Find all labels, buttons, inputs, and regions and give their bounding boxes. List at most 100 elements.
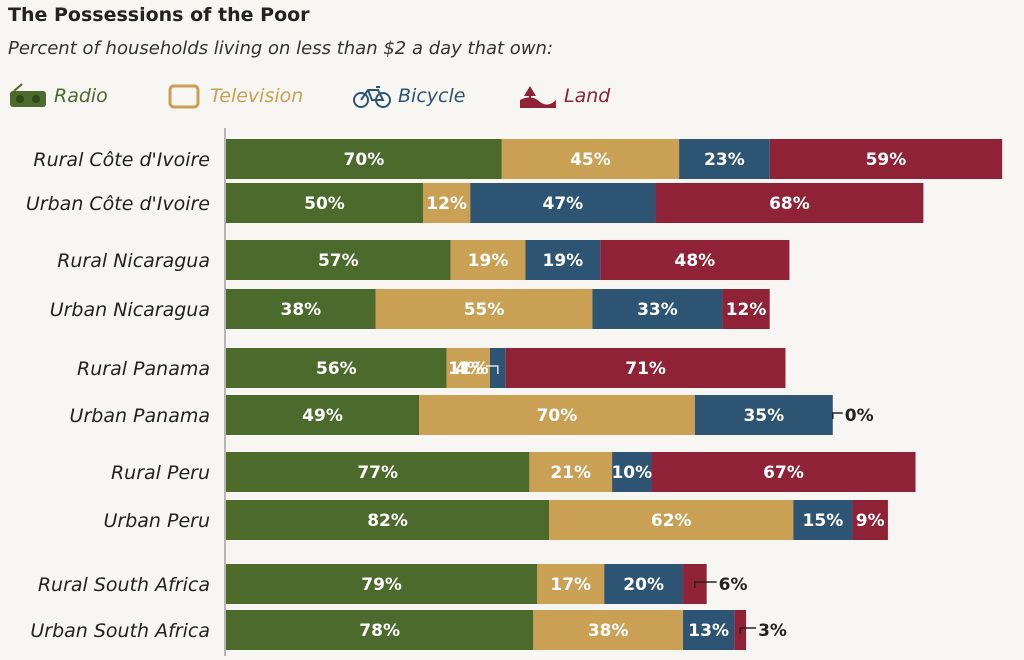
data-label: 21% xyxy=(550,463,591,483)
data-label: 19% xyxy=(468,251,509,271)
category-label: Rural Panama xyxy=(77,358,210,380)
legend-item-bicycle: Bicycle xyxy=(352,78,465,114)
bar-segment-bicycle xyxy=(612,452,652,492)
category-label: Rural Nicaragua xyxy=(57,250,210,272)
bar-segment-land xyxy=(722,289,770,329)
data-label: 12% xyxy=(726,300,767,320)
bar-segment-television xyxy=(423,183,471,223)
data-label: 15% xyxy=(803,511,844,531)
bar-segment-radio xyxy=(226,610,534,650)
bar-segment-bicycle xyxy=(679,139,770,179)
category-label: Urban Panama xyxy=(70,405,210,427)
bicycle-icon xyxy=(353,86,391,108)
legend-label-bicycle: Bicycle xyxy=(398,85,466,107)
legend-item-radio: Radio xyxy=(8,78,108,114)
data-label: 70% xyxy=(344,150,385,170)
data-label: 23% xyxy=(704,150,745,170)
data-label: 77% xyxy=(357,463,398,483)
bar-segment-television xyxy=(375,289,593,329)
bar-segment-radio xyxy=(226,240,451,280)
data-label: 47% xyxy=(543,194,584,214)
data-label: 0% xyxy=(845,406,874,426)
radio-icon xyxy=(10,83,46,107)
category-label: Rural Peru xyxy=(111,462,210,484)
data-label: 57% xyxy=(318,251,359,271)
bar-segment-bicycle xyxy=(592,289,723,329)
bar-segment-bicycle xyxy=(470,183,656,223)
bar-segment-television xyxy=(549,500,794,540)
bar-segment-bicycle xyxy=(683,610,735,650)
bar-segment-radio xyxy=(226,348,447,388)
bar-segment-land xyxy=(505,348,786,388)
bar-segment-radio xyxy=(226,452,530,492)
data-label: 9% xyxy=(856,511,885,531)
bar-segment-television xyxy=(501,139,680,179)
legend-label-land: Land xyxy=(564,85,611,107)
bar-segment-bicycle xyxy=(694,395,833,435)
bar-segment-television xyxy=(419,395,695,435)
data-label: 12% xyxy=(426,194,467,214)
data-label: 6% xyxy=(719,575,748,595)
bar-segment-radio xyxy=(226,500,550,540)
data-label: 48% xyxy=(675,251,716,271)
bar-segment-land xyxy=(769,139,1003,179)
bar-segment-bicycle xyxy=(604,564,684,604)
data-label: 59% xyxy=(866,150,907,170)
leader-line xyxy=(739,627,757,634)
data-label: 33% xyxy=(637,300,678,320)
bar-segment-radio xyxy=(226,289,376,329)
bar-segment-radio xyxy=(226,139,502,179)
data-label: 79% xyxy=(361,575,402,595)
bar-segment-land xyxy=(600,240,790,280)
bar-segment-television xyxy=(446,348,490,388)
data-label: 3% xyxy=(758,621,787,641)
data-label: 20% xyxy=(623,575,664,595)
data-label: 68% xyxy=(769,194,810,214)
category-label: Rural Côte d'Ivoire xyxy=(33,149,210,171)
data-label: 38% xyxy=(588,621,629,641)
bar-segment-land xyxy=(655,183,924,223)
bar-segment-television xyxy=(533,610,684,650)
legend-item-land: Land xyxy=(518,78,610,114)
data-label: 71% xyxy=(625,359,666,379)
category-label: Urban Nicaragua xyxy=(50,299,210,321)
bar-segment-radio xyxy=(226,395,420,435)
data-label: 11% xyxy=(448,359,489,379)
data-label: 38% xyxy=(281,300,322,320)
bar-segment-bicycle xyxy=(525,240,601,280)
data-label: 10% xyxy=(611,463,652,483)
bar-segment-land xyxy=(651,452,916,492)
data-label: 17% xyxy=(550,575,591,595)
data-label: 35% xyxy=(743,406,784,426)
data-label: 13% xyxy=(688,621,729,641)
bar-segment-radio xyxy=(226,183,423,223)
data-label: 49% xyxy=(302,406,343,426)
data-label: 19% xyxy=(543,251,584,271)
bar-segment-television xyxy=(450,240,526,280)
legend: Radio Television Bicycle Land xyxy=(0,78,1024,114)
legend-item-television: Television xyxy=(164,78,303,114)
television-icon xyxy=(168,84,200,109)
category-label: Rural South Africa xyxy=(38,574,210,596)
chart-title: The Possessions of the Poor xyxy=(8,4,310,26)
bar-segment-bicycle xyxy=(793,500,853,540)
data-label: 67% xyxy=(763,463,804,483)
data-label: 56% xyxy=(316,359,357,379)
category-label: Urban South Africa xyxy=(30,620,210,642)
bar-segment-radio xyxy=(226,564,538,604)
leader-line xyxy=(694,581,717,588)
legend-label-television: Television xyxy=(210,85,304,107)
data-label: 70% xyxy=(537,406,578,426)
bar-segment-land xyxy=(852,500,888,540)
leader-line xyxy=(832,412,843,419)
bar-segment-television xyxy=(537,564,605,604)
category-label: Urban Peru xyxy=(103,510,210,532)
data-label: 4% xyxy=(455,359,484,379)
data-label: 55% xyxy=(464,300,505,320)
category-label: Urban Côte d'Ivoire xyxy=(26,193,210,215)
data-label: 78% xyxy=(359,621,400,641)
legend-label-radio: Radio xyxy=(54,85,108,107)
data-label: 50% xyxy=(304,194,345,214)
data-label: 82% xyxy=(367,511,408,531)
